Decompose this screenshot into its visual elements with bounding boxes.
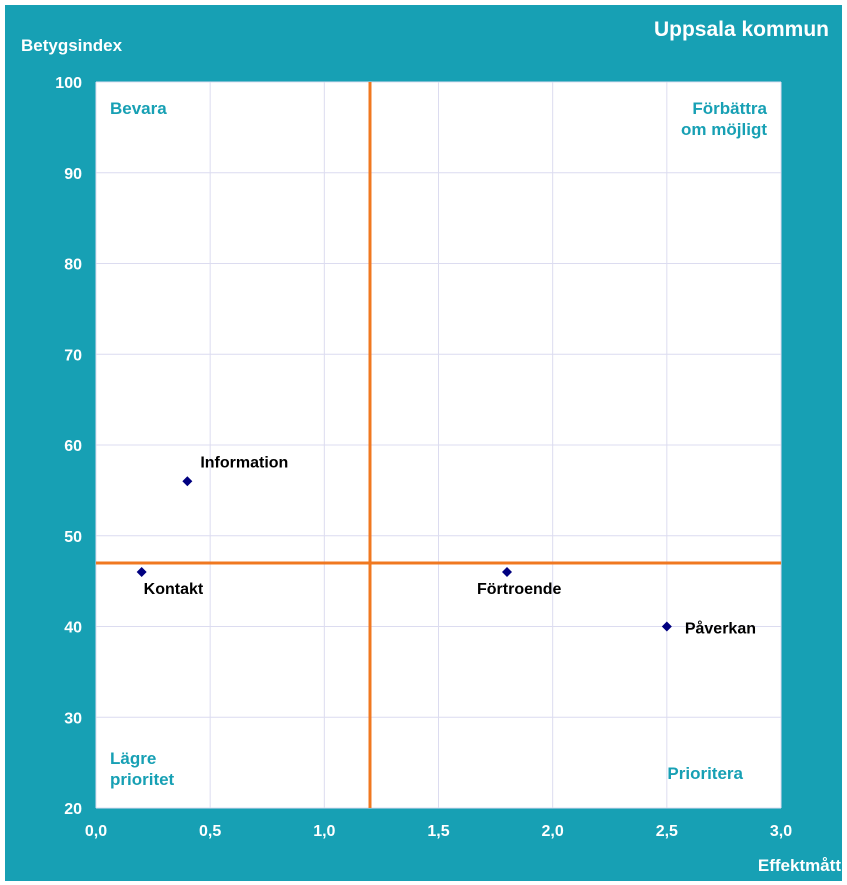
quadrant-label-bottom-left: Lägre — [110, 749, 156, 768]
x-tick-label: 0,0 — [85, 823, 107, 840]
y-axis-title: Betygsindex — [21, 36, 123, 55]
data-points: Information Kontakt Förtroende Påverkan — [136, 454, 756, 638]
y-tick-label: 80 — [64, 257, 82, 274]
y-tick-label: 40 — [64, 620, 82, 637]
x-tick-label: 2,0 — [542, 823, 564, 840]
y-tick-label: 70 — [64, 347, 82, 364]
quadrant-label-top-right: Förbättra — [692, 99, 767, 118]
quadrant-label-bottom-left: prioritet — [110, 770, 175, 789]
data-point-label: Kontakt — [144, 581, 204, 598]
y-tick-label: 100 — [55, 75, 82, 92]
data-point-label: Förtroende — [477, 581, 562, 598]
data-point-label: Påverkan — [685, 620, 756, 638]
quadrant-labels: Bevara Förbättra om möjligt Lägre prioritet P… — [110, 99, 768, 789]
y-tick-label: 20 — [64, 801, 82, 818]
data-point-marker — [182, 476, 193, 487]
y-tick-label: 30 — [64, 710, 82, 727]
data-point-label: Information — [200, 454, 288, 471]
axis-ticks: 0,0 0,5 1,0 1,5 2,0 2,5 3,0 20 30 40 50 60 70 80 90 100 — [55, 75, 792, 840]
quadrant-label-top-right: om möjligt — [681, 120, 767, 139]
x-tick-label: 3,0 — [770, 823, 792, 840]
x-tick-label: 1,0 — [313, 823, 335, 840]
chart-frame: Information Kontakt Förtroende Påverkan 0,0… — [5, 5, 842, 881]
data-point-marker — [661, 621, 672, 632]
x-tick-label: 2,5 — [656, 823, 678, 840]
y-tick-label: 60 — [64, 438, 82, 455]
scatter-chart: Information Kontakt Förtroende Påverkan 0,0… — [21, 18, 841, 875]
x-tick-label: 0,5 — [199, 823, 221, 840]
x-axis-title: Effektmått — [758, 856, 841, 875]
y-tick-label: 50 — [64, 529, 82, 546]
x-tick-label: 1,5 — [427, 823, 449, 840]
quadrant-label-top-left: Bevara — [110, 99, 167, 118]
quadrant-dividers — [96, 82, 781, 808]
data-point-marker — [136, 567, 147, 578]
quadrant-label-bottom-right: Prioritera — [667, 764, 743, 783]
data-point-marker — [502, 567, 512, 578]
chart-title: Uppsala kommun — [654, 18, 829, 41]
y-tick-label: 90 — [64, 166, 82, 183]
